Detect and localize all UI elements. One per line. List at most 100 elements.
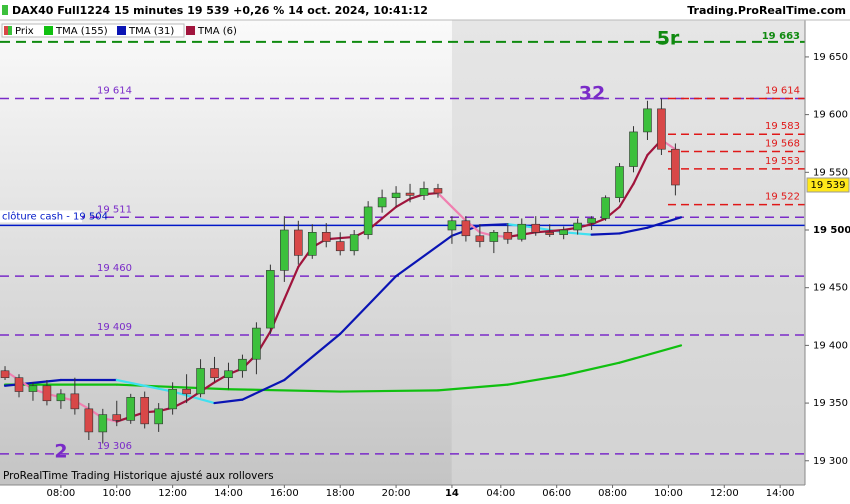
candle-body	[252, 327, 261, 360]
x-tick-label: 06:00	[542, 488, 571, 499]
candle-body	[280, 229, 289, 271]
y-tick-label: 19 650	[813, 52, 848, 63]
candle-body	[154, 408, 163, 425]
ma-line	[339, 275, 398, 335]
x-tick-label: 20:00	[382, 488, 411, 499]
y-tick-label: 19 550	[813, 167, 848, 178]
candle-body	[0, 370, 10, 378]
candle-body	[224, 370, 233, 378]
candle-body	[28, 385, 38, 392]
source: Trading.ProRealTime.com	[687, 4, 846, 17]
candle-body	[433, 188, 443, 194]
candle-body	[210, 368, 219, 378]
ma-line	[618, 226, 649, 235]
right-level-label: 19 568	[765, 139, 800, 150]
candle-body	[573, 222, 582, 231]
legend-label: TMA (31)	[128, 26, 174, 37]
x-tick-label: 04:00	[486, 488, 515, 499]
candle-body	[335, 241, 345, 252]
legend-swatch	[117, 26, 126, 35]
candle-body	[70, 393, 80, 410]
candle-body	[545, 232, 555, 235]
candle-body	[84, 408, 94, 433]
candle-body	[307, 232, 317, 256]
legend-label: TMA (155)	[55, 26, 108, 37]
candle-body	[489, 232, 499, 242]
chart-title: DAX40 Full1224 15 minutes 19 539 +0,26 %…	[12, 4, 428, 17]
x-tick-label: 08:00	[46, 488, 75, 499]
level-label: 19 409	[97, 322, 132, 333]
candle-body	[601, 197, 610, 219]
x-tick-label: 16:00	[270, 488, 299, 499]
legend-swatch	[4, 26, 8, 35]
candle-body	[14, 377, 24, 392]
ma-line	[394, 234, 454, 278]
candle-body	[629, 131, 638, 167]
plot-bg-day2	[451, 20, 805, 485]
candle-body	[42, 385, 52, 402]
x-tick-label: 12:00	[158, 488, 187, 499]
ma-line	[381, 205, 398, 220]
legend-swatch	[44, 26, 53, 35]
candle-body	[615, 166, 624, 198]
x-tick-label: 14:00	[214, 488, 243, 499]
candle-body	[126, 397, 136, 421]
candle-body	[98, 414, 108, 433]
ma-line	[394, 197, 412, 209]
x-tick-label: 14	[445, 488, 459, 499]
x-tick-label: 10:00	[654, 488, 683, 499]
candle-body	[294, 229, 303, 256]
y-tick-label: 19 400	[813, 340, 848, 351]
ma-line	[241, 378, 286, 401]
candle-body	[196, 368, 205, 395]
candle-body	[266, 270, 275, 329]
legend-swatch	[186, 26, 195, 35]
candle-body	[140, 397, 149, 425]
ma-line	[632, 153, 649, 185]
ma-line	[115, 378, 174, 393]
candle-body	[112, 414, 122, 421]
legend-label: TMA (6)	[197, 26, 237, 37]
ma-line	[562, 361, 621, 377]
ma-line	[506, 374, 565, 386]
candle-body	[168, 388, 177, 410]
candle-body	[531, 223, 541, 233]
ma-line	[436, 383, 509, 392]
plot: 19 614 19 511 19 460 19 409 19 306 19 663 19 6…	[0, 31, 805, 455]
candle-body	[587, 218, 596, 224]
candle-body	[657, 108, 666, 150]
wave-label: 32	[579, 83, 605, 105]
level-label: 19 511	[97, 204, 132, 215]
ma-line	[646, 216, 683, 229]
ma-line	[590, 232, 621, 236]
candle-body	[377, 197, 387, 208]
legend-swatch	[8, 26, 12, 35]
y-tick-label: 19 300	[813, 456, 848, 467]
ma-line	[227, 388, 342, 393]
candle-body	[363, 206, 373, 235]
x-tick-label: 14:00	[766, 488, 795, 499]
right-level-label: 19 614	[765, 85, 800, 96]
right-level-label: 19 553	[765, 156, 800, 167]
y-tick-label: 19 350	[813, 398, 848, 409]
ma-line	[436, 191, 454, 209]
ma-line	[213, 398, 244, 405]
ma-line	[618, 182, 635, 209]
candle-body	[447, 220, 457, 231]
candle-body	[461, 220, 471, 237]
candle-body	[56, 393, 66, 402]
wave-label: 2	[54, 441, 67, 463]
ma-line	[283, 265, 300, 301]
candle-body	[349, 234, 359, 252]
y-tick-label: 19 500	[813, 225, 850, 236]
title-icon	[2, 5, 8, 15]
ma-line	[339, 389, 440, 393]
cash-close-label-bg	[0, 210, 82, 223]
candle-body	[517, 223, 527, 240]
footer: ProRealTime Trading Historique ajusté au…	[3, 470, 274, 482]
wave-label: 5r	[657, 28, 680, 50]
candle-body	[671, 148, 680, 186]
last-price-box	[806, 177, 850, 193]
x-tick-label: 18:00	[326, 488, 355, 499]
